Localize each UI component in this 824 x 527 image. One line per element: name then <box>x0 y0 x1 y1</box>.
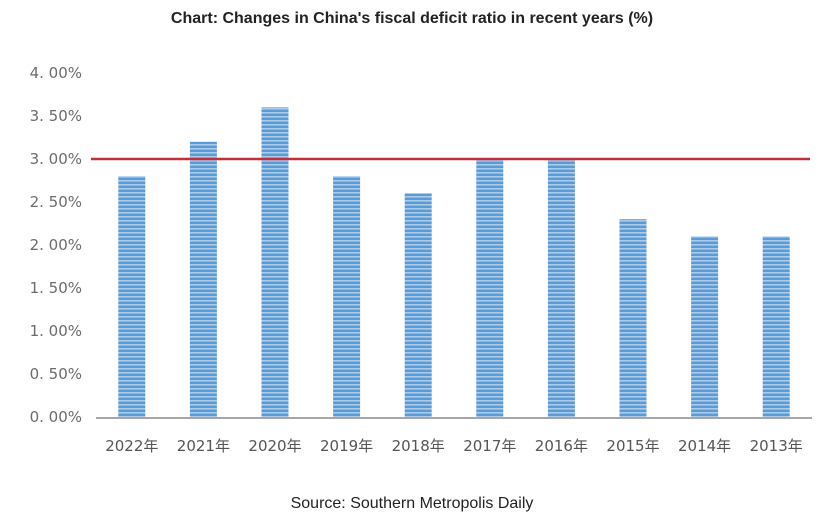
x-tick-label: 2018年 <box>392 437 445 455</box>
x-tick-label: 2014年 <box>678 437 731 455</box>
source-caption: Source: Southern Metropolis Daily <box>290 495 534 512</box>
bar-2018 <box>404 193 432 417</box>
y-tick-label: 2. 50% <box>30 193 82 211</box>
chart-title: Chart: Changes in China's fiscal deficit… <box>170 10 654 27</box>
bar-2020 <box>261 107 289 418</box>
x-tick-label: 2019年 <box>320 437 373 455</box>
y-tick-label: 0. 50% <box>30 365 82 383</box>
x-tick-label: 2022年 <box>105 437 158 455</box>
bar-2014 <box>691 236 719 417</box>
bars <box>118 107 790 418</box>
bar-2019 <box>333 176 361 417</box>
bar-2022 <box>118 176 146 417</box>
y-tick-label: 3. 00% <box>30 150 82 168</box>
x-tick-label: 2013年 <box>750 437 803 455</box>
y-tick-label: 1. 50% <box>30 279 82 297</box>
x-tick-label: 2020年 <box>248 437 301 455</box>
x-axis-labels: 2022年 2021年 2020年 2019年 2018年 2017年 2016年 2015年… <box>105 437 803 455</box>
bar-2013 <box>762 236 790 417</box>
y-tick-label: 2. 00% <box>30 236 82 254</box>
y-tick-label: 1. 00% <box>30 322 82 340</box>
x-tick-label: 2016年 <box>535 437 588 455</box>
x-tick-label: 2017年 <box>463 437 516 455</box>
y-tick-label: 4. 00% <box>30 64 82 82</box>
bar-2015 <box>619 219 647 417</box>
x-tick-label: 2015年 <box>606 437 659 455</box>
bar-2021 <box>189 141 217 418</box>
y-tick-label: 3. 50% <box>30 107 82 125</box>
bar-2016 <box>547 159 575 417</box>
x-tick-label: 2021年 <box>177 437 230 455</box>
y-axis-ticks: 0. 00% 0. 50% 1. 00% 1. 50% 2. 00% 2. 50% 3. 0… <box>30 64 82 426</box>
y-tick-label: 0. 00% <box>30 408 82 426</box>
bar-2017 <box>476 159 504 417</box>
